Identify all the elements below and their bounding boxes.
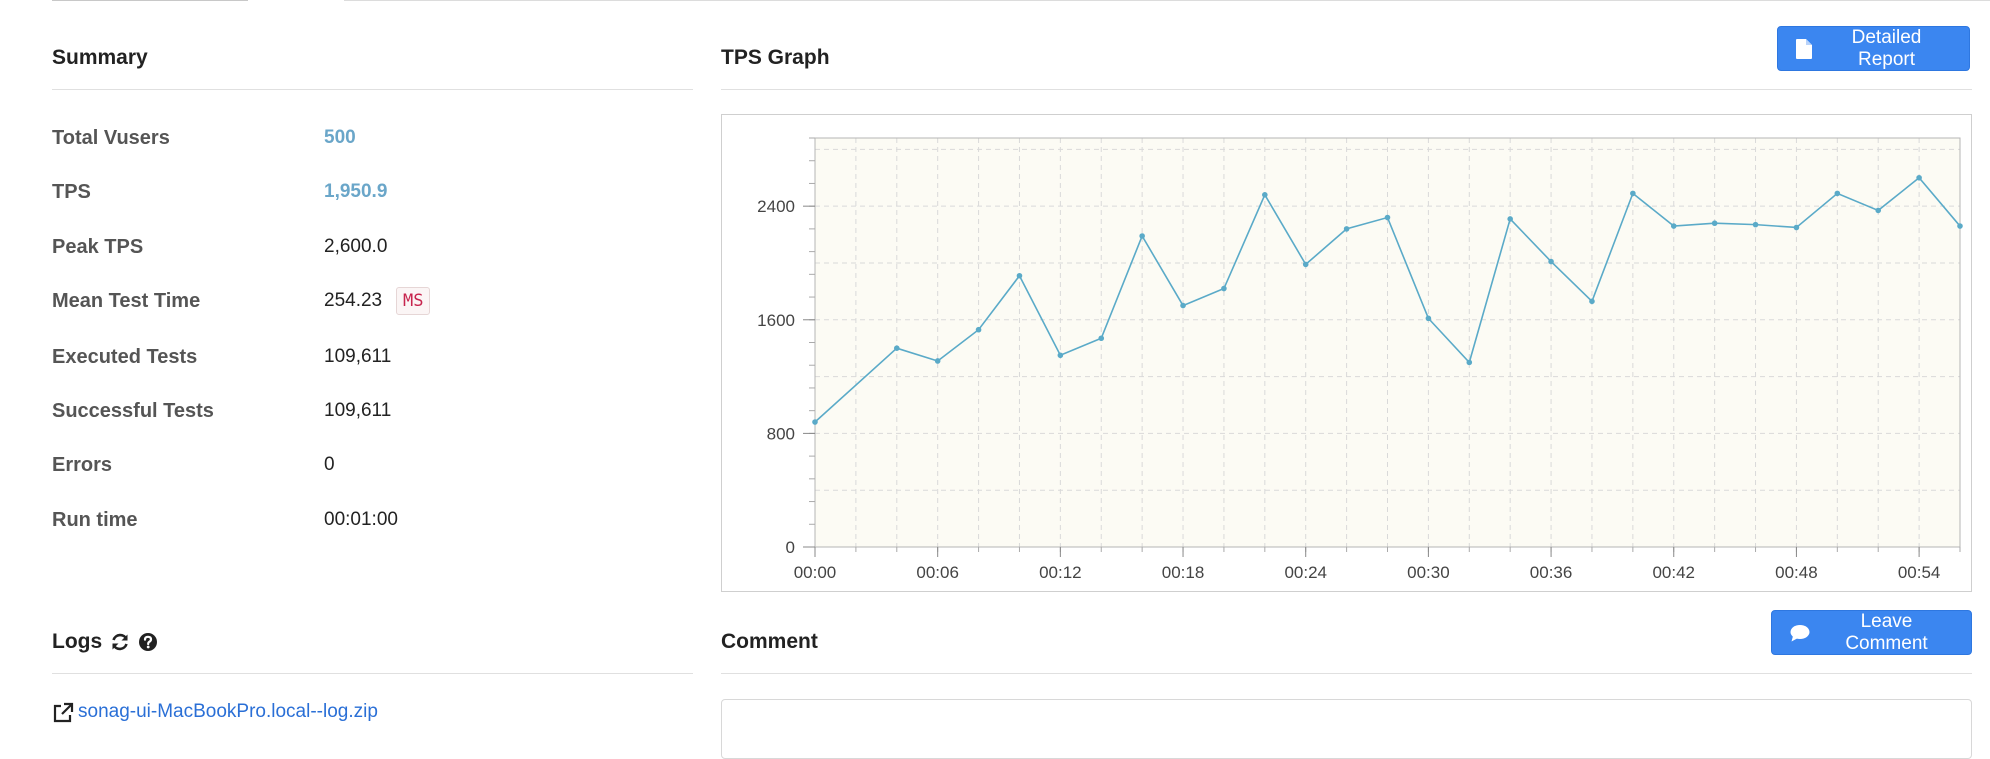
summary-value-run-time: 00:01:00 (324, 509, 398, 530)
data-point (975, 326, 982, 333)
data-point (812, 419, 818, 425)
data-point (1098, 335, 1105, 342)
detailed-report-button[interactable]: Detailed Report (1777, 26, 1970, 71)
y-tick-label: 1600 (757, 311, 795, 330)
plot-area (815, 138, 1960, 547)
logs-title-text: Logs (52, 630, 103, 653)
comment-icon (1790, 624, 1810, 641)
tps-graph-title: TPS Graph (721, 46, 830, 69)
summary-label-executed-tests: Executed Tests (52, 346, 198, 368)
data-point (1548, 258, 1554, 265)
data-point (1875, 207, 1882, 214)
summary-label-peak-tps: Peak TPS (52, 236, 144, 258)
data-point (1180, 302, 1186, 309)
data-point (1670, 223, 1677, 229)
data-point (1630, 190, 1636, 197)
summary-value-tps[interactable]: 1,950.9 (324, 181, 388, 202)
summary-label-mean-test-time: Mean Test Time (52, 290, 201, 312)
data-point (1302, 261, 1309, 268)
data-point (1466, 359, 1473, 366)
comment-area[interactable] (721, 699, 1972, 759)
data-point (934, 358, 941, 364)
summary-value-executed-tests: 109,611 (324, 346, 392, 367)
data-point (1343, 226, 1350, 232)
series-line (814, 176, 1961, 423)
data-point (1384, 214, 1391, 221)
x-tick-label: 00:54 (1898, 563, 1941, 582)
detailed-report-label: Detailed Report (1851, 26, 1922, 70)
x-tick-label: 00:42 (1652, 563, 1695, 582)
summary-value-peak-tps: 2,600.0 (324, 236, 388, 257)
summary-label-successful-tests: Successful Tests (52, 400, 214, 422)
tps-graph-divider (721, 89, 1972, 90)
unit-badge-ms: MS (396, 287, 431, 315)
y-tick-label: 800 (767, 424, 795, 443)
summary-value-errors: 0 (324, 454, 335, 475)
data-point (1262, 192, 1268, 198)
data-point (1016, 272, 1023, 279)
tabs-underline (52, 0, 1990, 1)
data-point (1957, 223, 1963, 229)
x-tick-label: 00:06 (916, 563, 959, 582)
summary-value-mean-test-time: 254.23 (324, 290, 383, 311)
summary-divider (52, 89, 693, 90)
data-point (1711, 220, 1718, 227)
tab-indicator (52, 0, 248, 1)
summary-title: Summary (52, 46, 148, 69)
refresh-icon[interactable] (110, 632, 130, 652)
leave-comment-button[interactable]: Leave Comment (1771, 610, 1972, 655)
tps-chart-container: 0 800 1600 2400 00:00 00:06 00:12 00:18 00:24 00:… (721, 114, 1972, 592)
data-point (1221, 285, 1227, 292)
external-link-icon (53, 702, 74, 723)
comment-title: Comment (721, 630, 818, 653)
y-tick-label: 0 (786, 538, 795, 557)
x-tick-label: 00:48 (1775, 563, 1818, 582)
data-point (1916, 174, 1922, 181)
x-tick-label: 00:30 (1407, 563, 1450, 582)
y-tick-label: 2400 (757, 197, 795, 216)
question-circle-icon[interactable] (138, 632, 158, 652)
summary-label-errors: Errors (52, 454, 113, 476)
data-point (1793, 224, 1800, 231)
x-tick-label: 00:00 (794, 563, 837, 582)
summary-label-run-time: Run time (52, 509, 138, 531)
data-point (1589, 298, 1595, 305)
data-point (1139, 233, 1145, 239)
data-point (1425, 315, 1432, 322)
document-icon (1796, 38, 1812, 59)
data-point (1057, 352, 1064, 359)
x-tick-label: 00:24 (1284, 563, 1327, 582)
data-point (1752, 221, 1759, 228)
summary-value-total-vusers[interactable]: 500 (324, 127, 356, 148)
leave-comment-label: Leave Comment (1845, 610, 1928, 654)
tps-chart: 0 800 1600 2400 00:00 00:06 00:12 00:18 00:24 00:… (757, 137, 1963, 582)
data-point (1507, 216, 1513, 222)
data-point (893, 345, 900, 351)
data-point (1834, 190, 1841, 197)
tab-indicator-active (248, 0, 344, 1)
summary-label-tps: TPS (52, 181, 91, 203)
logs-divider (52, 673, 693, 674)
summary-label-total-vusers: Total Vusers (52, 127, 170, 149)
log-file-link[interactable]: sonag-ui-MacBookPro.local--log.zip (78, 701, 378, 722)
logs-title: Logs (52, 630, 158, 654)
comment-divider (721, 673, 1972, 674)
summary-value-successful-tests: 109,611 (324, 400, 392, 421)
x-tick-label: 00:12 (1039, 563, 1082, 582)
x-tick-label: 00:18 (1162, 563, 1205, 582)
x-tick-label: 00:36 (1530, 563, 1573, 582)
